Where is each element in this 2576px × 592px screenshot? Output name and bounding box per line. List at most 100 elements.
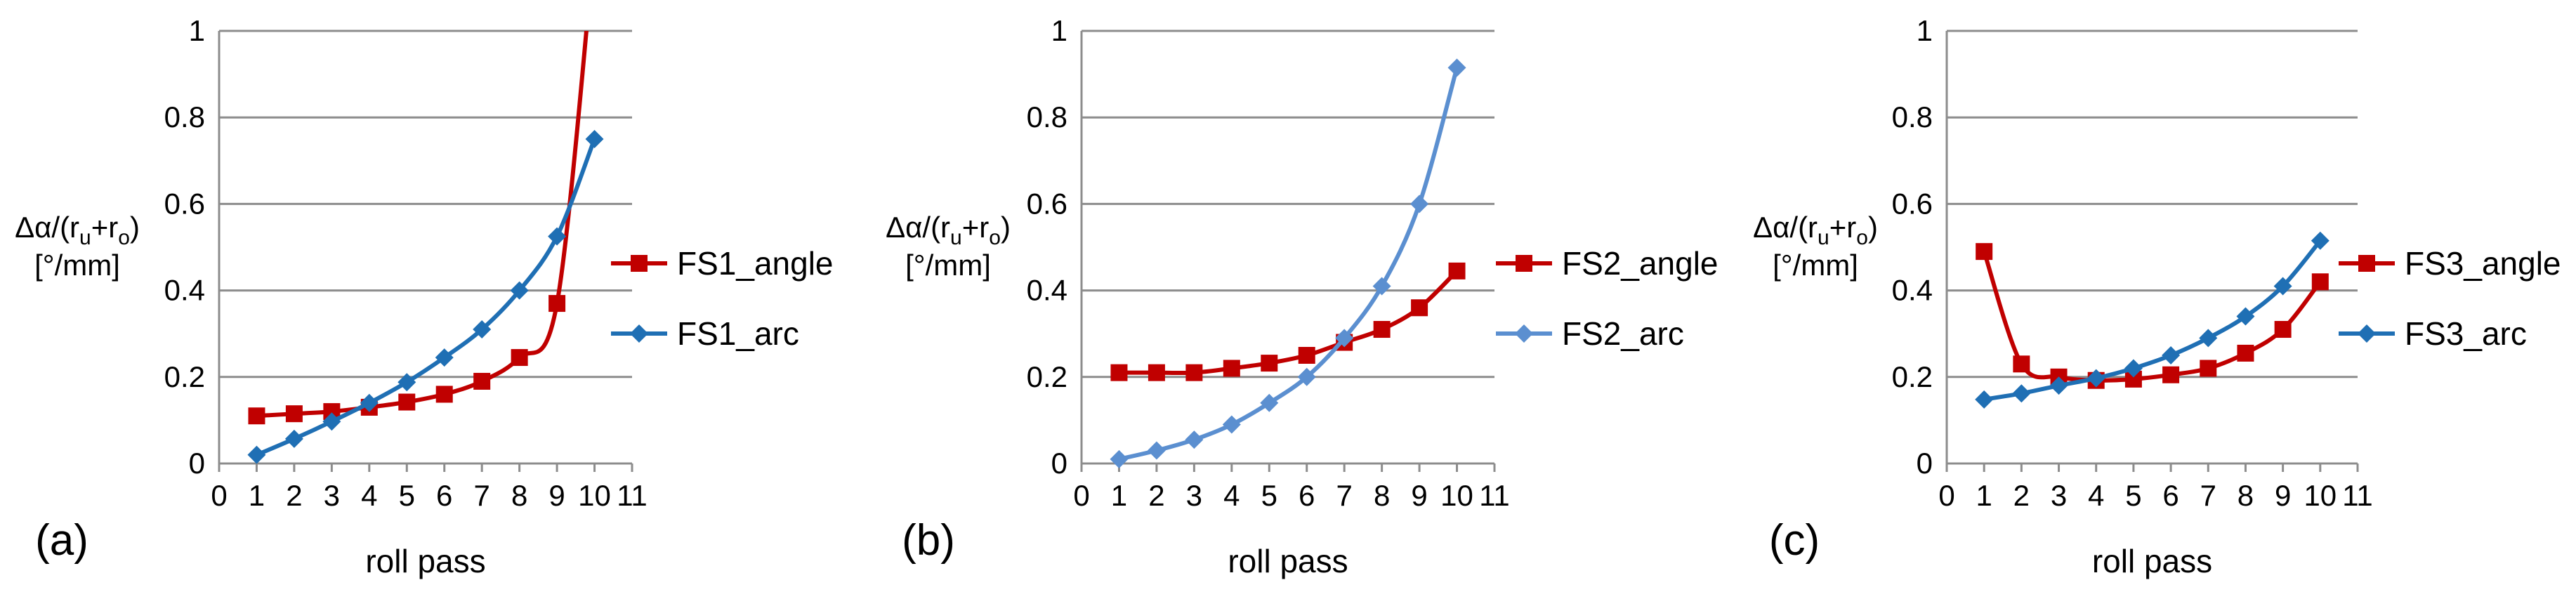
- x-tick-label: 8: [1374, 479, 1390, 512]
- x-tick-label: 2: [286, 479, 302, 512]
- y-tick-label: 0.4: [1892, 274, 1933, 307]
- y-axis-label-part: ): [1868, 211, 1878, 244]
- data-point: [2200, 360, 2217, 377]
- data-point: [585, 130, 604, 148]
- data-point: [2273, 277, 2292, 296]
- y-axis-label-part: +r: [1829, 211, 1857, 244]
- series-FS3_angle: [1976, 243, 2329, 389]
- y-axis-label-part: Δα/(r: [886, 211, 950, 244]
- x-tick-label: 6: [2162, 479, 2179, 512]
- data-point: [1261, 355, 1278, 372]
- y-tick-label: 0.6: [1892, 187, 1933, 220]
- data-point: [2162, 346, 2181, 364]
- series-FS1_angle: [248, 31, 589, 425]
- data-point: [2013, 355, 2030, 373]
- data-point: [1147, 441, 1166, 460]
- y-tick-label: 0: [189, 447, 205, 480]
- data-point: [360, 393, 379, 412]
- data-point: [1372, 277, 1391, 296]
- x-tick-label: 7: [474, 479, 490, 512]
- y-axis-label-part: Δα/(r: [1753, 211, 1818, 244]
- y-tick-label: 0.2: [1027, 360, 1067, 393]
- series-line: [1983, 239, 2322, 402]
- data-point: [2162, 366, 2180, 383]
- legend-marker: [2358, 324, 2376, 343]
- x-tick-label: 7: [2200, 479, 2216, 512]
- x-tick-label: 4: [2088, 479, 2104, 512]
- x-axis-label: roll pass: [2092, 543, 2212, 579]
- data-point: [1185, 364, 1203, 381]
- y-tick-label: 0.4: [1027, 274, 1067, 307]
- y-axis-label-part: Δα/(r: [15, 211, 79, 244]
- x-tick-label: 11: [2342, 479, 2373, 512]
- x-tick-label: 11: [1479, 479, 1510, 512]
- y-axis-label-part: +r: [962, 211, 990, 244]
- data-point: [248, 407, 265, 425]
- x-tick-label: 2: [1148, 479, 1164, 512]
- series-FS2_angle: [1110, 262, 1466, 381]
- data-point: [2199, 329, 2218, 348]
- x-tick-label: 0: [1938, 479, 1954, 512]
- x-tick-label: 6: [436, 479, 452, 512]
- series-FS2_arc: [1110, 58, 1466, 468]
- data-point: [2124, 359, 2143, 378]
- x-tick-label: 5: [399, 479, 415, 512]
- legend-label: FS3_angle: [2405, 245, 2561, 282]
- series-line: [1119, 269, 1459, 376]
- data-point: [1335, 329, 1354, 348]
- y-axis-label-sub: o: [118, 226, 130, 249]
- y-tick-label: 0.2: [164, 360, 205, 393]
- panel-label: (a): [35, 516, 88, 565]
- data-point: [1223, 360, 1240, 377]
- y-tick-label: 0.4: [164, 274, 205, 307]
- data-point: [285, 405, 303, 423]
- x-tick-label: 10: [1440, 479, 1473, 512]
- series-line: [1118, 67, 1459, 461]
- legend-label: FS1_angle: [677, 245, 834, 282]
- x-tick-label: 5: [2125, 479, 2141, 512]
- legend-label: FS2_arc: [1562, 315, 1684, 352]
- x-axis-label: roll pass: [365, 543, 485, 579]
- x-axis-label: roll pass: [1228, 543, 1348, 579]
- x-tick-label: 2: [2013, 479, 2030, 512]
- x-tick-label: 10: [578, 479, 611, 512]
- y-axis-unit: [°/mm]: [905, 249, 991, 282]
- data-point: [1185, 430, 1204, 449]
- x-tick-label: 3: [324, 479, 340, 512]
- x-tick-label: 7: [1336, 479, 1353, 512]
- y-tick-label: 0: [1917, 447, 1933, 480]
- y-axis-label-part: ): [130, 211, 140, 244]
- data-point: [1448, 262, 1466, 279]
- y-tick-label: 0.6: [1027, 187, 1067, 220]
- y-tick-label: 0.8: [1892, 100, 1933, 133]
- data-point: [511, 349, 528, 367]
- y-axis-label-sub: o: [989, 226, 1001, 249]
- data-point: [435, 386, 453, 403]
- data-point: [1411, 299, 1428, 317]
- series-FS1_arc: [247, 130, 604, 464]
- y-tick-label: 0.2: [1892, 360, 1933, 393]
- data-point: [2049, 376, 2068, 395]
- x-tick-label: 4: [361, 479, 377, 512]
- data-point: [284, 429, 303, 448]
- data-point: [1975, 390, 1994, 409]
- x-tick-label: 4: [1223, 479, 1240, 512]
- data-point: [435, 348, 454, 367]
- data-point: [1110, 364, 1128, 381]
- data-point: [397, 373, 416, 392]
- x-tick-label: 5: [1261, 479, 1277, 512]
- data-point: [2237, 344, 2254, 362]
- y-axis-label-part: ): [1001, 211, 1011, 244]
- data-point: [322, 412, 341, 431]
- data-point: [1298, 347, 1315, 364]
- legend-marker: [1516, 255, 1532, 272]
- data-point: [548, 227, 567, 246]
- x-tick-label: 1: [1111, 479, 1127, 512]
- y-tick-label: 0.6: [164, 187, 205, 220]
- y-axis-label-sub: u: [79, 226, 91, 249]
- data-point: [2311, 231, 2329, 250]
- data-point: [1297, 367, 1316, 386]
